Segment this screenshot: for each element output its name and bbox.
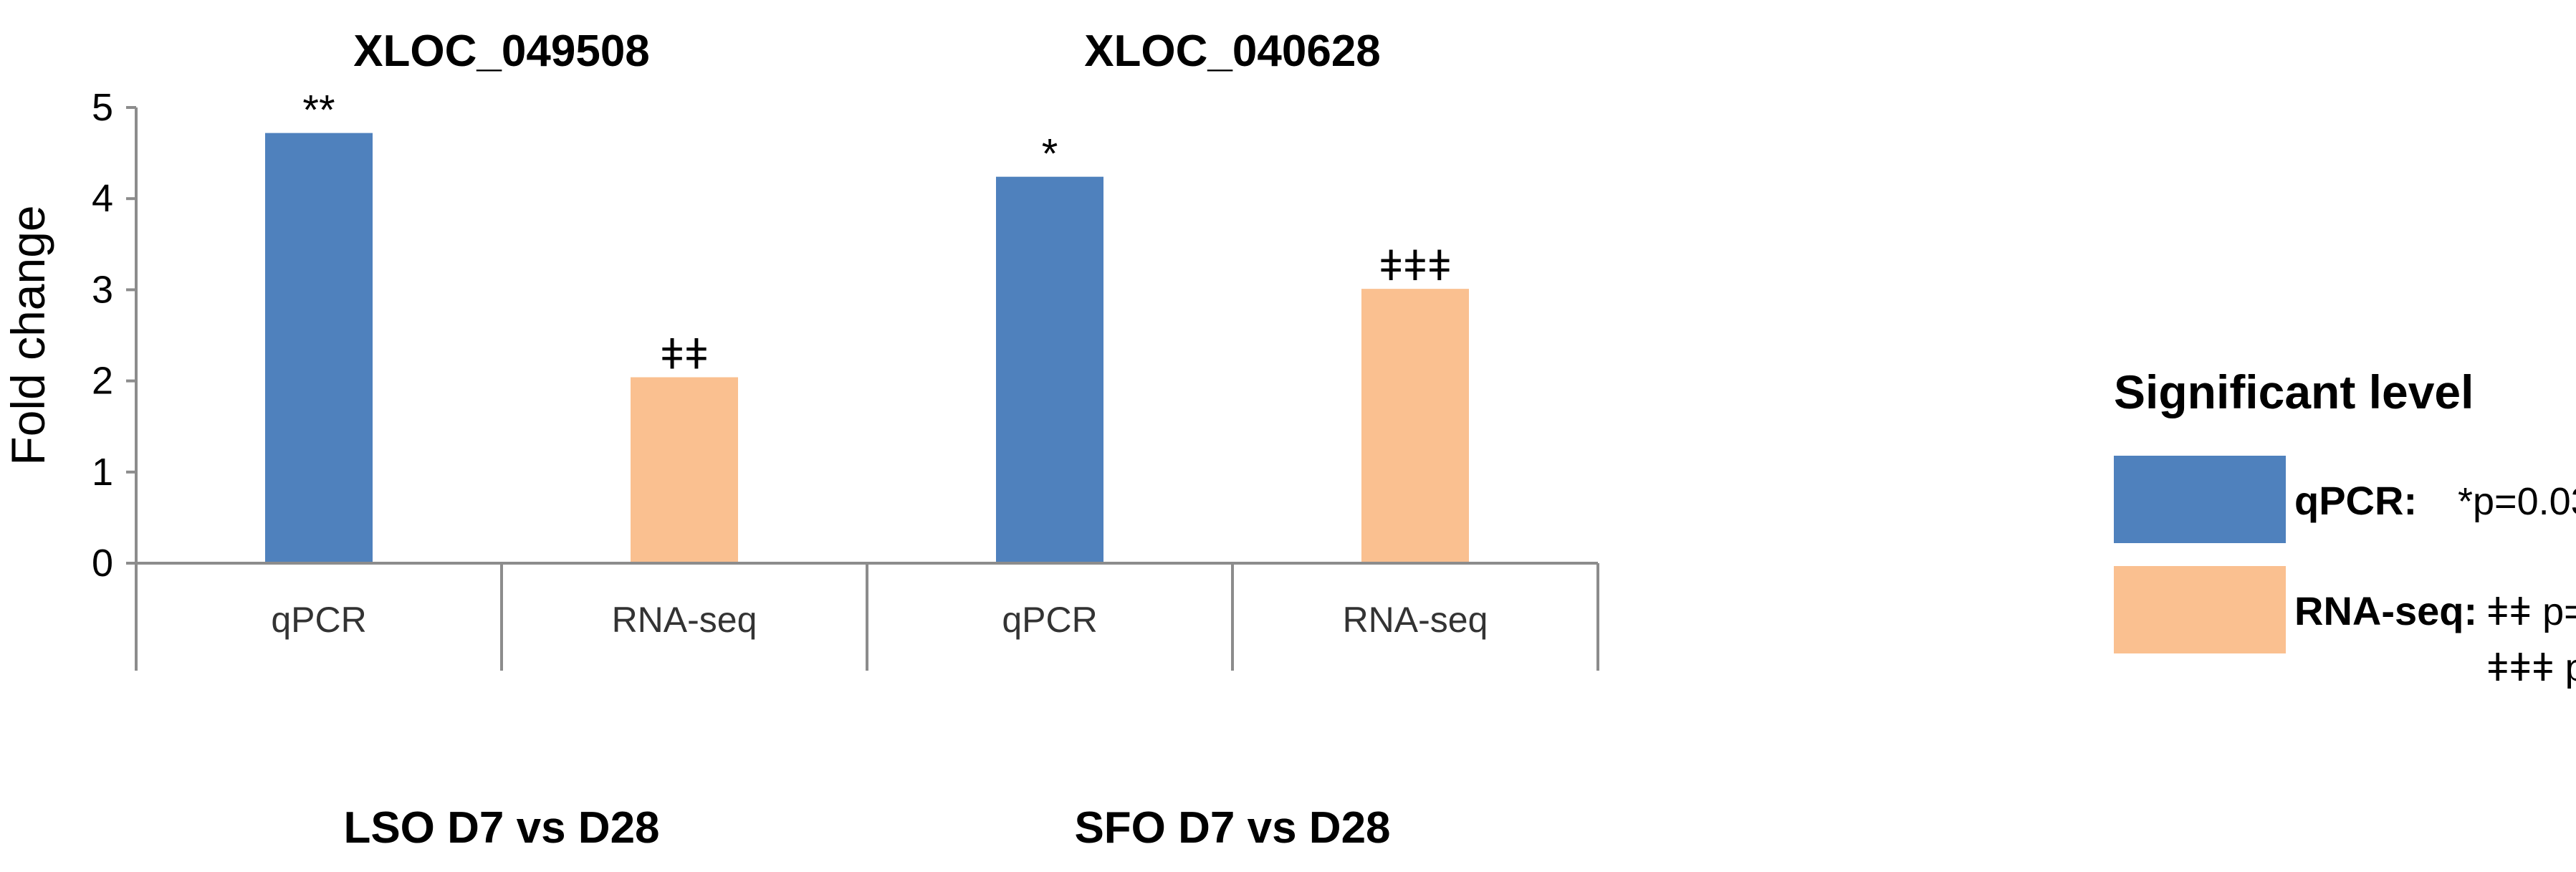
bar-sfo-qpcr [996,176,1103,563]
legend-text-rna-seq-2-main: ǂǂǂ p=2.446 x10 [2486,646,2576,689]
significance-markers: ** ǂǂ * ǂǂǂ [302,87,1451,378]
group-label-lso: LSO D7 vs D28 [343,803,659,853]
y-tick-label-1: 1 [92,451,113,494]
legend: Significant level qPCR: *p=0.032; **p=0.… [2114,365,2576,689]
category-label-lso-rna-seq: RNA-seq [612,600,757,640]
bar-sfo-rna-seq [1361,289,1469,563]
category-axis: qPCR RNA-seq qPCR RNA-seq [136,562,1599,671]
category-label-sfo-rna-seq: RNA-seq [1343,600,1488,640]
marker-lso-qpcr: ** [302,87,335,134]
category-label-sfo-qpcr: qPCR [1002,600,1097,640]
y-axis-ticks: 0 1 2 3 4 5 [92,86,136,585]
gene-title-xloc-049508: XLOC_049508 [353,27,650,76]
y-tick-label-2: 2 [92,360,113,403]
y-tick-label-4: 4 [92,177,113,220]
bars [265,133,1469,564]
marker-sfo-qpcr: * [1042,131,1058,178]
legend-swatch-qpcr [2114,456,2286,543]
legend-text-rna-seq-2: ǂǂǂ p=2.446 x10-6 [2486,641,2576,689]
legend-swatch-rna-seq [2114,566,2286,653]
bar-lso-qpcr [265,133,373,564]
group-label-sfo: SFO D7 vs D28 [1074,803,1390,853]
legend-entry-rna-seq: RNA-seq: [2294,588,2477,633]
bar-lso-rna-seq [631,377,738,563]
marker-lso-rna-seq: ǂǂ [660,332,709,378]
category-label-lso-qpcr: qPCR [271,600,366,640]
legend-entry-qpcr: qPCR: [2294,478,2417,523]
marker-sfo-rna-seq: ǂǂǂ [1379,243,1452,289]
gene-title-xloc-040628: XLOC_040628 [1084,27,1381,76]
y-tick-label-5: 5 [92,86,113,129]
legend-text-rna-seq-1: ǂǂ p=0.007; [2486,590,2576,633]
y-tick-label-0: 0 [92,542,113,585]
legend-title: Significant level [2114,365,2474,418]
y-axis-label: Fold change [1,205,54,465]
y-tick-label-3: 3 [92,268,113,311]
legend-text-qpcr: *p=0.032; **p=0.004 [2458,480,2576,523]
